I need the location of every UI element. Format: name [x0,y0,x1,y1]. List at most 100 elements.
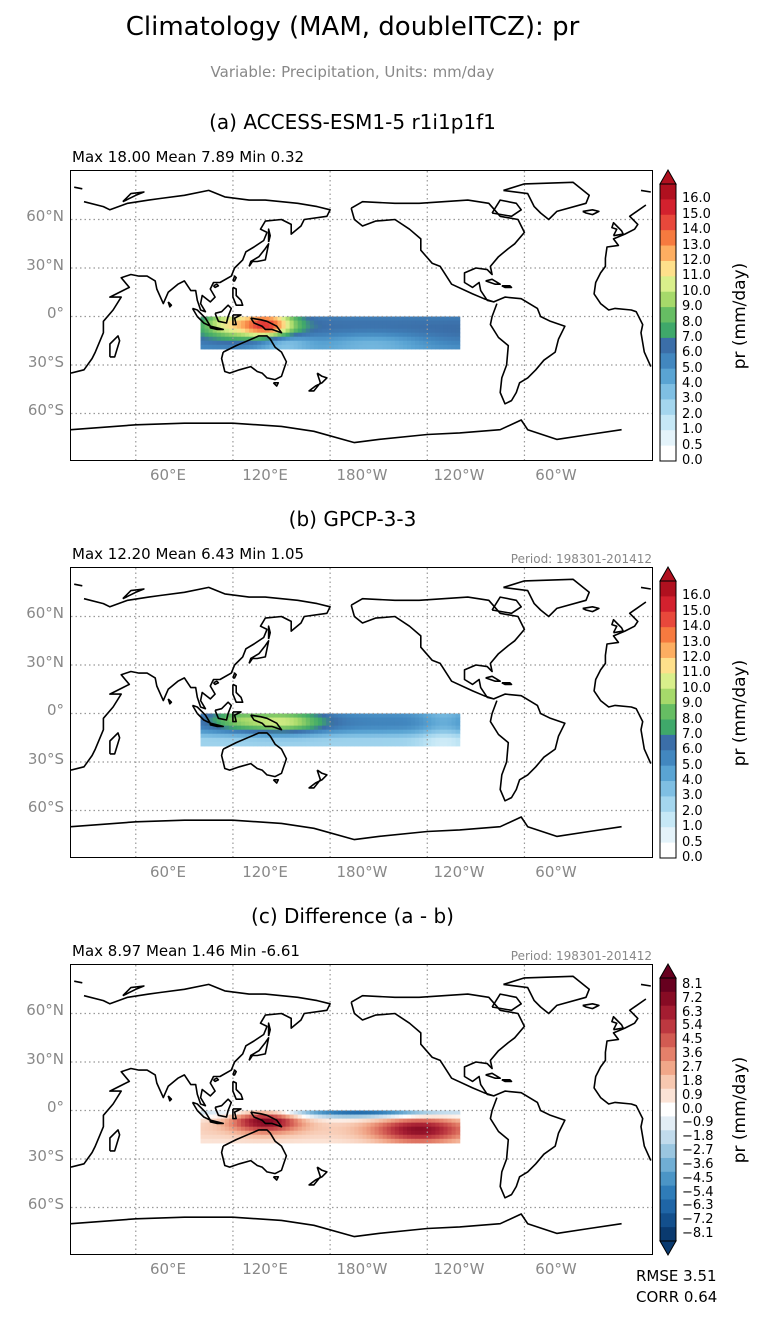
colorbar-swatch [660,657,676,674]
coastline-britain [611,1015,624,1031]
colorbar-extend-max [659,168,677,185]
panel-a-lon-label-180w: 180°W [336,466,388,484]
coastline-cuba [485,1072,501,1079]
coastline-madagascar [109,1129,121,1152]
colorbar-tick-label: 16.0 [682,588,711,604]
coastline-new-guinea [250,317,283,334]
coastline-hainan [212,283,220,289]
colorbar-tick-label: 10.0 [682,283,711,299]
coastline-north-america [350,596,526,700]
colorbar-tick-label: −2.7 [682,1143,714,1159]
coastline-north-america [350,993,526,1097]
colorbar-swatch [660,596,676,613]
panel-c-lat-label-eq: 0° [46,1098,64,1116]
colorbar-tick-label: 16.0 [682,191,711,207]
colorbar-tick-label: 3.0 [682,391,703,407]
colorbar-extend-max [659,565,677,582]
coastline-japan [248,1037,270,1061]
panel-a-title: (a) ACCESS-ESM1-5 r1i1p1f1 [209,110,496,134]
panel-c-lat-label-60n: 60°N [26,1001,64,1019]
panel-b-lat-label-eq: 0° [46,701,64,719]
colorbar-tick-label: 11.0 [682,665,711,681]
colorbar-tick-label: 4.0 [682,376,703,392]
colorbar-tick-label: 9.0 [682,696,703,712]
colorbar-swatch [660,337,676,354]
panel-b-lon-label-60w: 60°W [535,863,577,881]
panel-a-lat-label-eq: 0° [46,304,64,322]
colorbar-tick-label: 6.3 [682,1004,703,1020]
colorbar-tick-label: 1.0 [682,819,703,835]
colorbar-tick-label: 13.0 [682,634,711,650]
colorbar-tick-label: 2.7 [682,1059,703,1075]
panel-c-lon-label-180w: 180°W [336,1260,388,1278]
colorbar-swatch [660,1199,676,1214]
coastline-taiwan [232,1069,237,1076]
colorbar-swatch [660,611,676,628]
colorbar-swatch [660,399,676,416]
precip-field [200,1110,461,1144]
coastline-antarctica [71,419,622,444]
statistics-footer: RMSE 3.51 CORR 0.64 [636,1266,717,1308]
coastline-madagascar [109,732,121,755]
coastline-new-guinea [250,714,283,731]
panel-b-lon-label-180w: 180°W [336,863,388,881]
colorbar-tick-label: 7.2 [682,990,703,1006]
coastline-north-america [350,199,526,303]
coastline-antarctica [71,816,622,841]
coastline-iceland [582,209,600,216]
colorbar-tick-label: 2.0 [682,803,703,819]
colorbar-tick-label: 12.0 [682,252,711,268]
coastline-sulawesi [232,711,242,723]
coastline-taiwan [232,672,237,679]
panel-b-lon-label-120w: 120°W [433,863,485,881]
coastlines [71,181,652,444]
colorbar-swatch [660,734,676,751]
colorbar-swatch [660,1047,676,1062]
coastline-cuba [485,278,501,285]
panel-a-lat-label-30s: 30°S [27,353,64,371]
graticule [71,965,652,1254]
colorbar-swatch [660,1157,676,1173]
colorbar-tick-label: 4.0 [682,773,703,789]
panel-a-lon-label-60w: 60°W [535,466,577,484]
coastline-sulawesi [232,1108,242,1120]
panel-b-colorbar [659,565,677,859]
coastline-iceland [582,1003,600,1010]
colorbar-tick-label: 1.8 [682,1073,703,1089]
panel-a-lon-label-60e: 60°E [149,466,187,484]
colorbar-swatch [660,811,676,828]
coastline-svalbard [74,980,651,987]
colorbar-swatch [660,1033,676,1048]
colorbar-swatch [660,291,676,308]
colorbar-tick-label: 8.1 [682,976,703,992]
coastline-baffin [491,993,522,1012]
panel-b-stats: Max 12.20 Mean 6.43 Min 1.05 [72,545,305,563]
colorbar-swatch [660,704,676,720]
panel-a-stats: Max 18.00 Mean 7.89 Min 0.32 [72,148,305,166]
colorbar-swatch [660,1116,676,1131]
panel-a-map [70,170,653,461]
panel-c-lat-label-30s: 30°S [27,1147,64,1165]
coastline-java [209,1119,224,1125]
panel-c-lon-label-60w: 60°W [535,1260,577,1278]
coastline-sakhalin [267,1022,271,1037]
colorbar-swatch [660,322,676,339]
panel-b-lon-label-120e: 120°E [242,863,288,881]
panel-a-colorbar [659,168,677,462]
colorbar-tick-label: 15.0 [682,603,711,619]
map-canvas [71,568,652,857]
colorbar-tick-label: 0.5 [682,834,703,850]
colorbar-tick-label: −5.4 [682,1184,714,1200]
coastline-svalbard [74,583,651,590]
colorbar-swatch [660,719,676,736]
coastline-new-zealand [308,372,328,392]
colorbar-tick-label: −1.8 [682,1129,714,1145]
coastline-sumatra [191,1101,212,1121]
colorbar-swatch [660,1213,676,1228]
colorbar-swatch [660,991,676,1007]
panel-b-lon-label-60e: 60°E [149,863,187,881]
colorbar-swatch [660,353,676,370]
coastline-borneo [214,701,233,721]
colorbar-swatch [660,781,676,797]
coastline-greenland [503,578,590,618]
